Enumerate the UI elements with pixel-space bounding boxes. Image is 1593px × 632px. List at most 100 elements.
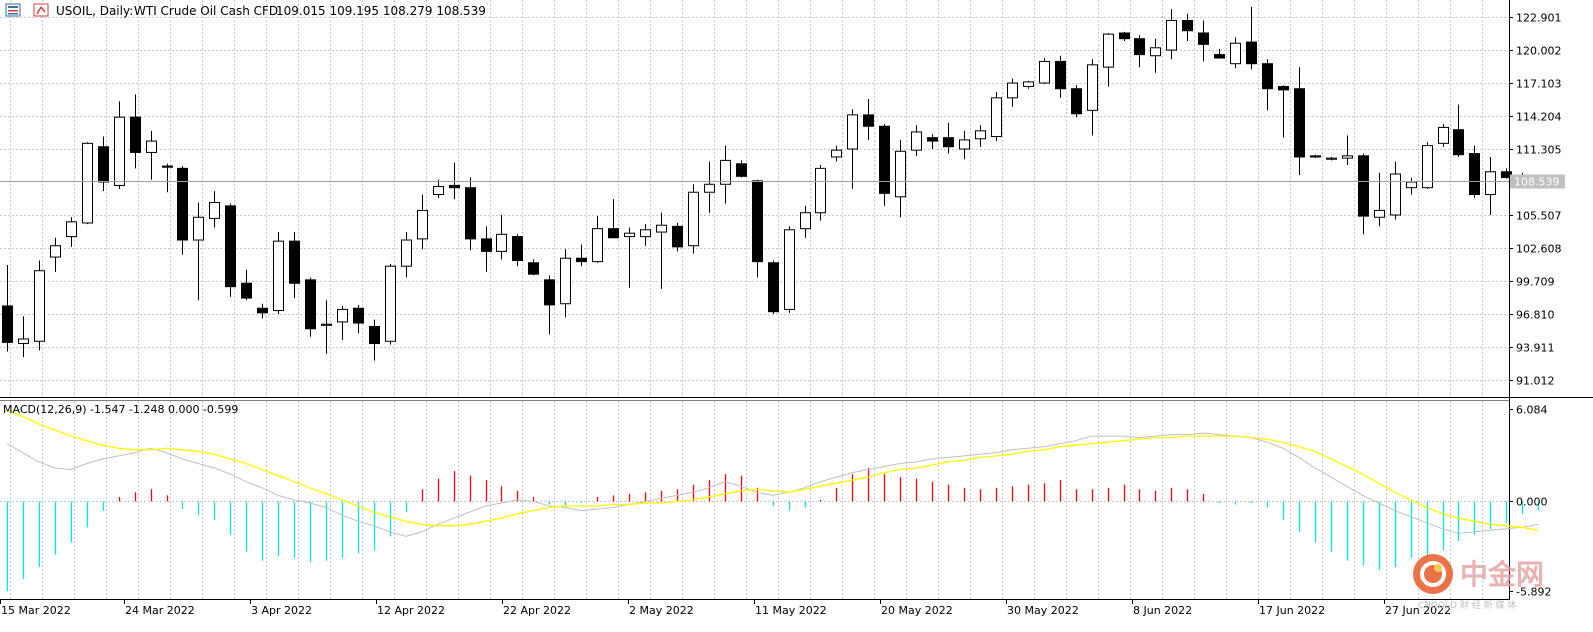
candle xyxy=(1358,153,1369,235)
signal-line xyxy=(6,409,1539,531)
candle-body xyxy=(544,279,555,306)
candle-body xyxy=(130,116,141,153)
candle-body xyxy=(656,224,667,233)
candle-body xyxy=(2,305,13,343)
candle-body xyxy=(1182,19,1193,32)
candle xyxy=(1326,156,1337,161)
candle-body xyxy=(465,187,476,240)
candle-body xyxy=(98,146,109,183)
price-grid xyxy=(0,0,1509,397)
candle-body xyxy=(114,116,125,186)
candle xyxy=(369,319,380,361)
candle-body xyxy=(1150,47,1161,57)
candle-body xyxy=(1294,88,1305,158)
candle-body xyxy=(1166,19,1177,51)
candle xyxy=(433,179,444,198)
candle-body xyxy=(879,125,890,194)
candle-body xyxy=(752,180,763,263)
candle-body xyxy=(800,212,811,230)
candle-body xyxy=(640,229,651,238)
date-tick-label: 22 Apr 2022 xyxy=(503,604,571,617)
candle-body xyxy=(911,131,922,151)
candle xyxy=(815,164,826,221)
candle-body xyxy=(1262,63,1273,90)
candle xyxy=(273,232,284,314)
macd-tick-label: -5.892 xyxy=(1516,586,1551,599)
macd-line xyxy=(6,432,1539,537)
candle xyxy=(784,226,795,313)
candle xyxy=(1071,85,1082,118)
candle xyxy=(1469,145,1480,198)
candle xyxy=(146,130,157,180)
candle xyxy=(752,179,763,278)
candle xyxy=(321,300,332,354)
date-tick-label: 20 May 2022 xyxy=(881,604,953,617)
candle-body xyxy=(1039,60,1050,84)
candle-body xyxy=(1087,64,1098,111)
candle xyxy=(337,305,348,341)
candle-body xyxy=(337,308,348,323)
candle-body xyxy=(66,221,77,238)
candle xyxy=(417,194,428,250)
candle-body xyxy=(784,229,795,310)
candle-body xyxy=(672,225,683,248)
candle-body xyxy=(1422,145,1433,189)
candle xyxy=(1278,85,1289,138)
price-tick-label: 96.810 xyxy=(1516,309,1555,322)
candle-body xyxy=(847,114,858,150)
candle-body xyxy=(321,323,332,326)
candle xyxy=(34,260,45,351)
candle xyxy=(465,177,476,251)
candle-body xyxy=(162,165,173,168)
candle xyxy=(1150,38,1161,73)
macd-axis: 6.084 0.000 -5.892 xyxy=(1509,404,1551,599)
candle-body xyxy=(305,279,316,330)
candle-body xyxy=(975,130,986,140)
candle xyxy=(385,263,396,345)
candle xyxy=(863,98,874,140)
price-tick-label: 120.002 xyxy=(1516,45,1562,58)
candle-body xyxy=(815,167,826,214)
candle xyxy=(2,265,13,352)
current-price-box xyxy=(1510,174,1565,189)
candle-body xyxy=(257,307,268,314)
candle xyxy=(1262,59,1273,111)
candle xyxy=(544,275,555,335)
candle-body xyxy=(353,307,364,324)
candle xyxy=(1485,156,1496,215)
date-tick-label: 17 Jun 2022 xyxy=(1259,604,1325,617)
candle-body xyxy=(18,338,29,345)
candle xyxy=(257,303,268,319)
candle-body xyxy=(1071,88,1082,115)
candle-body xyxy=(927,137,938,142)
candle xyxy=(1342,135,1353,165)
candle xyxy=(1374,172,1385,227)
candle xyxy=(98,136,109,192)
candle xyxy=(975,125,986,147)
candle-body xyxy=(528,262,539,275)
candle xyxy=(1103,32,1114,87)
candle xyxy=(481,226,492,272)
window-icon xyxy=(5,3,21,17)
candle-body xyxy=(1406,181,1417,189)
candle-body xyxy=(831,149,842,158)
candle xyxy=(289,232,300,299)
candle xyxy=(1246,6,1257,70)
symbol-description: WTI Crude Oil Cash CFD xyxy=(134,4,278,18)
candle xyxy=(130,94,141,169)
candle xyxy=(1119,31,1130,41)
macd-grid xyxy=(0,401,1509,599)
chart-type-icon[interactable] xyxy=(33,3,49,17)
candle xyxy=(1214,48,1225,59)
candle xyxy=(911,125,922,156)
candle-body xyxy=(193,216,204,241)
candlestick-series xyxy=(2,6,1528,361)
price-tick-label: 114.204 xyxy=(1516,111,1562,124)
candle xyxy=(640,224,651,246)
date-tick-label: 12 Apr 2022 xyxy=(377,604,445,617)
candle-body xyxy=(720,159,731,185)
candle xyxy=(1134,35,1145,68)
candle xyxy=(688,184,699,254)
candle-body xyxy=(943,137,954,148)
